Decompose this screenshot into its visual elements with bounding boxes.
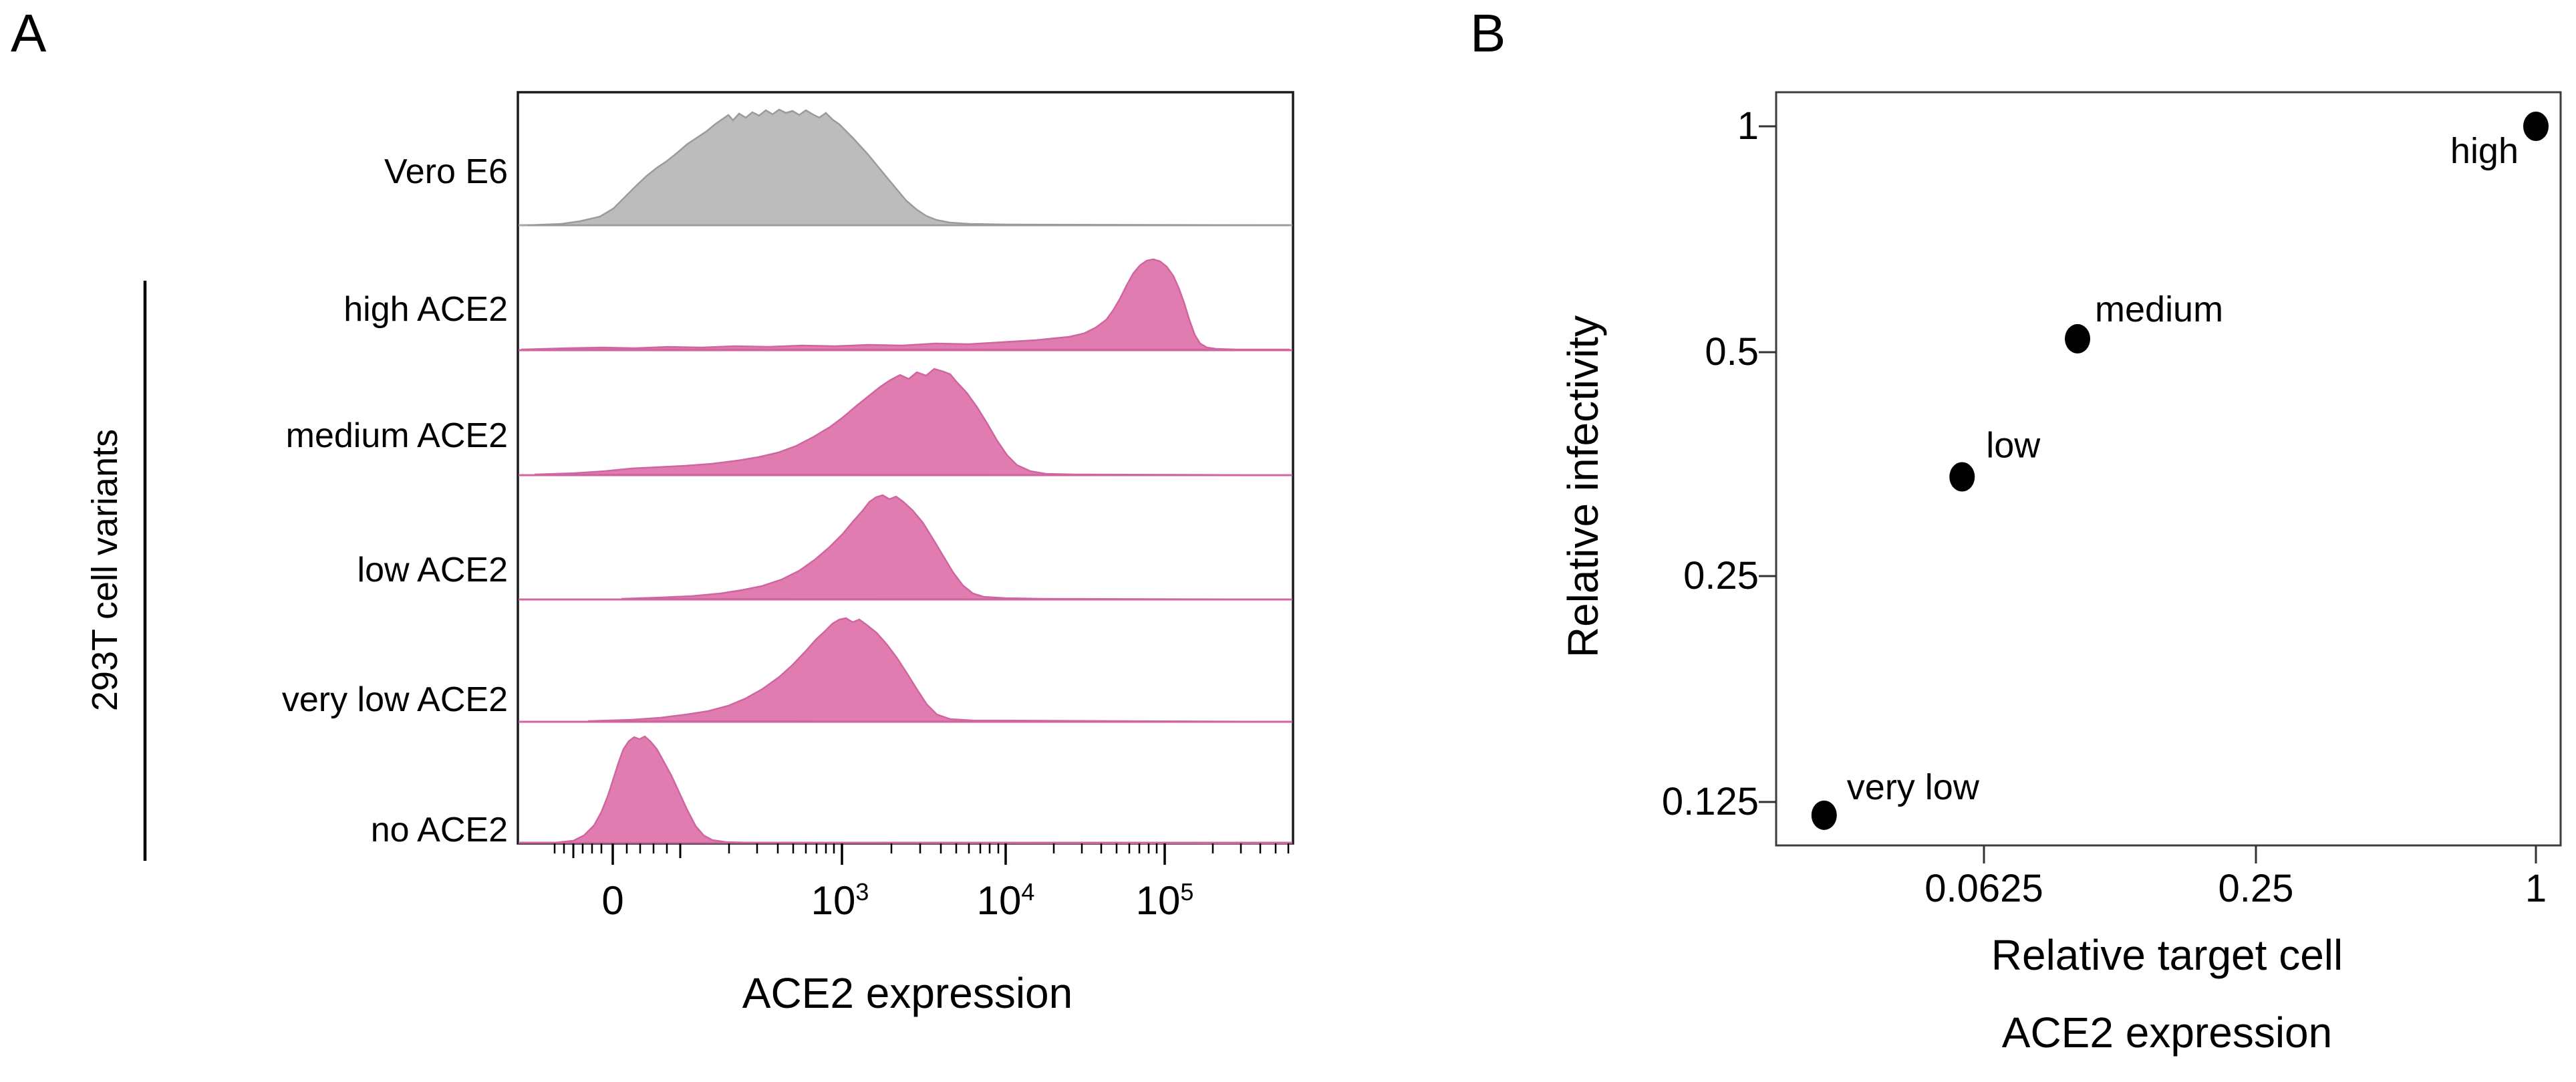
panel-a-major-ticks <box>611 843 1166 865</box>
panel-b-ytick-1: 1 <box>1737 104 1759 148</box>
histogram-very-low-ace2 <box>587 617 1290 723</box>
panel-a-minor-ticks <box>553 843 1290 853</box>
panel-a-xtick-1e5: 105 <box>1115 869 1215 924</box>
row-label-low-ace2: low ACE2 <box>357 551 508 589</box>
panel-a-x-axis-title: ACE2 expression <box>742 969 1073 1017</box>
panel-b-ytick-0p125: 0.125 <box>1661 780 1759 823</box>
scatter-point-high <box>2523 112 2549 141</box>
scatter-point-medium <box>2065 323 2091 354</box>
row-label-vero-e6: Vero E6 <box>384 152 508 191</box>
panel-a-letter: A <box>11 3 47 63</box>
scatter-point-label-low: low <box>1986 426 2041 466</box>
panel-b-x-axis-title-line1: Relative target cell <box>1991 931 2343 979</box>
row-label-high-ace2: high ACE2 <box>343 290 508 329</box>
panel-b-frame <box>1775 91 2562 847</box>
tick-exp: 4 <box>1021 878 1035 906</box>
scatter-points-group: high medium low very low <box>1811 112 2549 830</box>
tick-base: 0 <box>601 878 624 923</box>
panel-b-plot: high medium low very low <box>1759 91 2562 863</box>
tick-base: 10 <box>811 878 856 923</box>
tick-base: 10 <box>976 878 1022 923</box>
scatter-point-label-high: high <box>2450 131 2519 171</box>
panel-b-ytick-0p5: 0.5 <box>1705 330 1759 374</box>
panel-b-y-axis-title: Relative infectivity <box>1559 315 1607 658</box>
panel-b-x-ticks <box>1983 845 2537 863</box>
histogram-medium-ace2 <box>534 368 1290 477</box>
panel-b-xtick-0p25: 0.25 <box>2218 867 2294 910</box>
panel-b-xtick-0p0625: 0.0625 <box>1924 867 2043 910</box>
row-label-very-low-ace2: very low ACE2 <box>281 680 508 719</box>
scatter-point-label-medium: medium <box>2095 289 2223 329</box>
histogram-high-ace2 <box>521 258 1290 351</box>
panel-b-ytick-0p25: 0.25 <box>1683 554 1759 597</box>
row-label-medium-ace2: medium ACE2 <box>285 416 508 455</box>
histogram-low-ace2 <box>621 494 1290 601</box>
panel-a-plot <box>143 91 1294 865</box>
histogram-no-ace2 <box>554 735 1290 845</box>
row-label-no-ace2: no ACE2 <box>370 811 508 849</box>
panel-a-xtick-1e4: 104 <box>956 869 1056 924</box>
tick-exp: 3 <box>855 878 869 906</box>
panel-a-medium-ticks <box>572 843 682 858</box>
scatter-point-label-very-low: very low <box>1847 767 1980 807</box>
tick-exp: 5 <box>1180 878 1194 906</box>
scatter-point-very-low <box>1811 800 1837 830</box>
panel-b-y-ticks <box>1759 125 1776 803</box>
panel-a-xtick-1e3: 103 <box>790 869 890 924</box>
panel-b-xtick-1: 1 <box>2525 867 2547 910</box>
group-label-293t-cell-variants: 293T cell variants <box>85 428 125 712</box>
panel-a-xtick-0: 0 <box>563 869 663 924</box>
panel-b-letter: B <box>1470 3 1506 63</box>
histogram-vero-e6 <box>527 108 1290 227</box>
tick-base: 10 <box>1135 878 1181 923</box>
panel-b-x-axis-title-line2: ACE2 expression <box>2001 1008 2333 1057</box>
scatter-point-low <box>1949 462 1975 492</box>
